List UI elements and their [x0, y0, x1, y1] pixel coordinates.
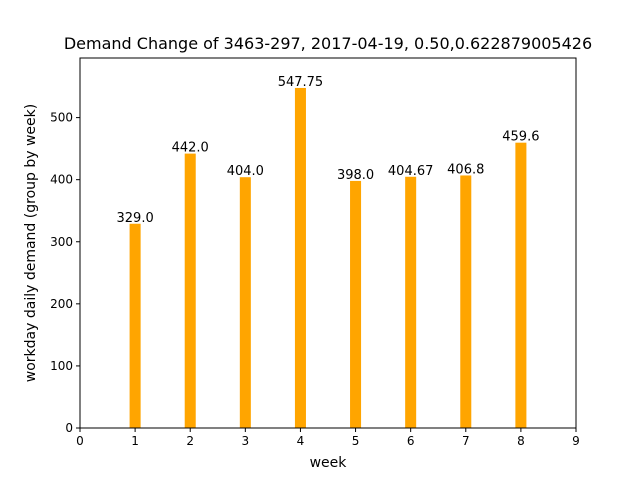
x-tick-label-9: 9: [572, 434, 580, 448]
data-label-week-4: 547.75: [278, 75, 324, 90]
y-axis-label: workday daily demand (group by week): [23, 104, 39, 382]
data-label-week-5: 398.0: [337, 168, 374, 183]
data-label-week-8: 459.6: [502, 130, 539, 145]
y-tick-label-400: 400: [50, 173, 73, 187]
x-tick-label-8: 8: [517, 434, 525, 448]
x-axis-label: week: [310, 455, 348, 471]
y-tick-label-200: 200: [50, 297, 73, 311]
y-tick-label-100: 100: [50, 359, 73, 373]
data-label-week-6: 404.67: [388, 164, 434, 179]
data-label-week-7: 406.8: [447, 162, 484, 177]
y-tick-label-300: 300: [50, 235, 73, 249]
x-tick-label-1: 1: [131, 434, 139, 448]
axes-frame: [79, 57, 577, 429]
x-tick-label-5: 5: [352, 434, 360, 448]
data-label-week-1: 329.0: [117, 211, 154, 226]
bar-week-1: [129, 223, 141, 428]
bar-week-8: [515, 142, 527, 428]
y-tick-label-500: 500: [50, 111, 73, 125]
bar-week-6: [405, 176, 417, 428]
chart-title: Demand Change of 3463-297, 2017-04-19, 0…: [64, 34, 592, 53]
y-tick-label-0: 0: [65, 421, 73, 435]
x-tick-label-6: 6: [407, 434, 415, 448]
data-label-week-2: 442.0: [172, 141, 209, 156]
x-tick-label-4: 4: [297, 434, 305, 448]
x-tick-label-0: 0: [76, 434, 84, 448]
data-label-week-3: 404.0: [227, 164, 264, 179]
bar-week-7: [460, 175, 472, 428]
bar-week-4: [294, 87, 306, 428]
bar-week-3: [239, 177, 251, 428]
bar-week-5: [350, 180, 362, 428]
bar-week-2: [184, 153, 196, 428]
x-tick-label-7: 7: [462, 434, 470, 448]
x-tick-label-3: 3: [242, 434, 250, 448]
x-tick-label-2: 2: [186, 434, 194, 448]
